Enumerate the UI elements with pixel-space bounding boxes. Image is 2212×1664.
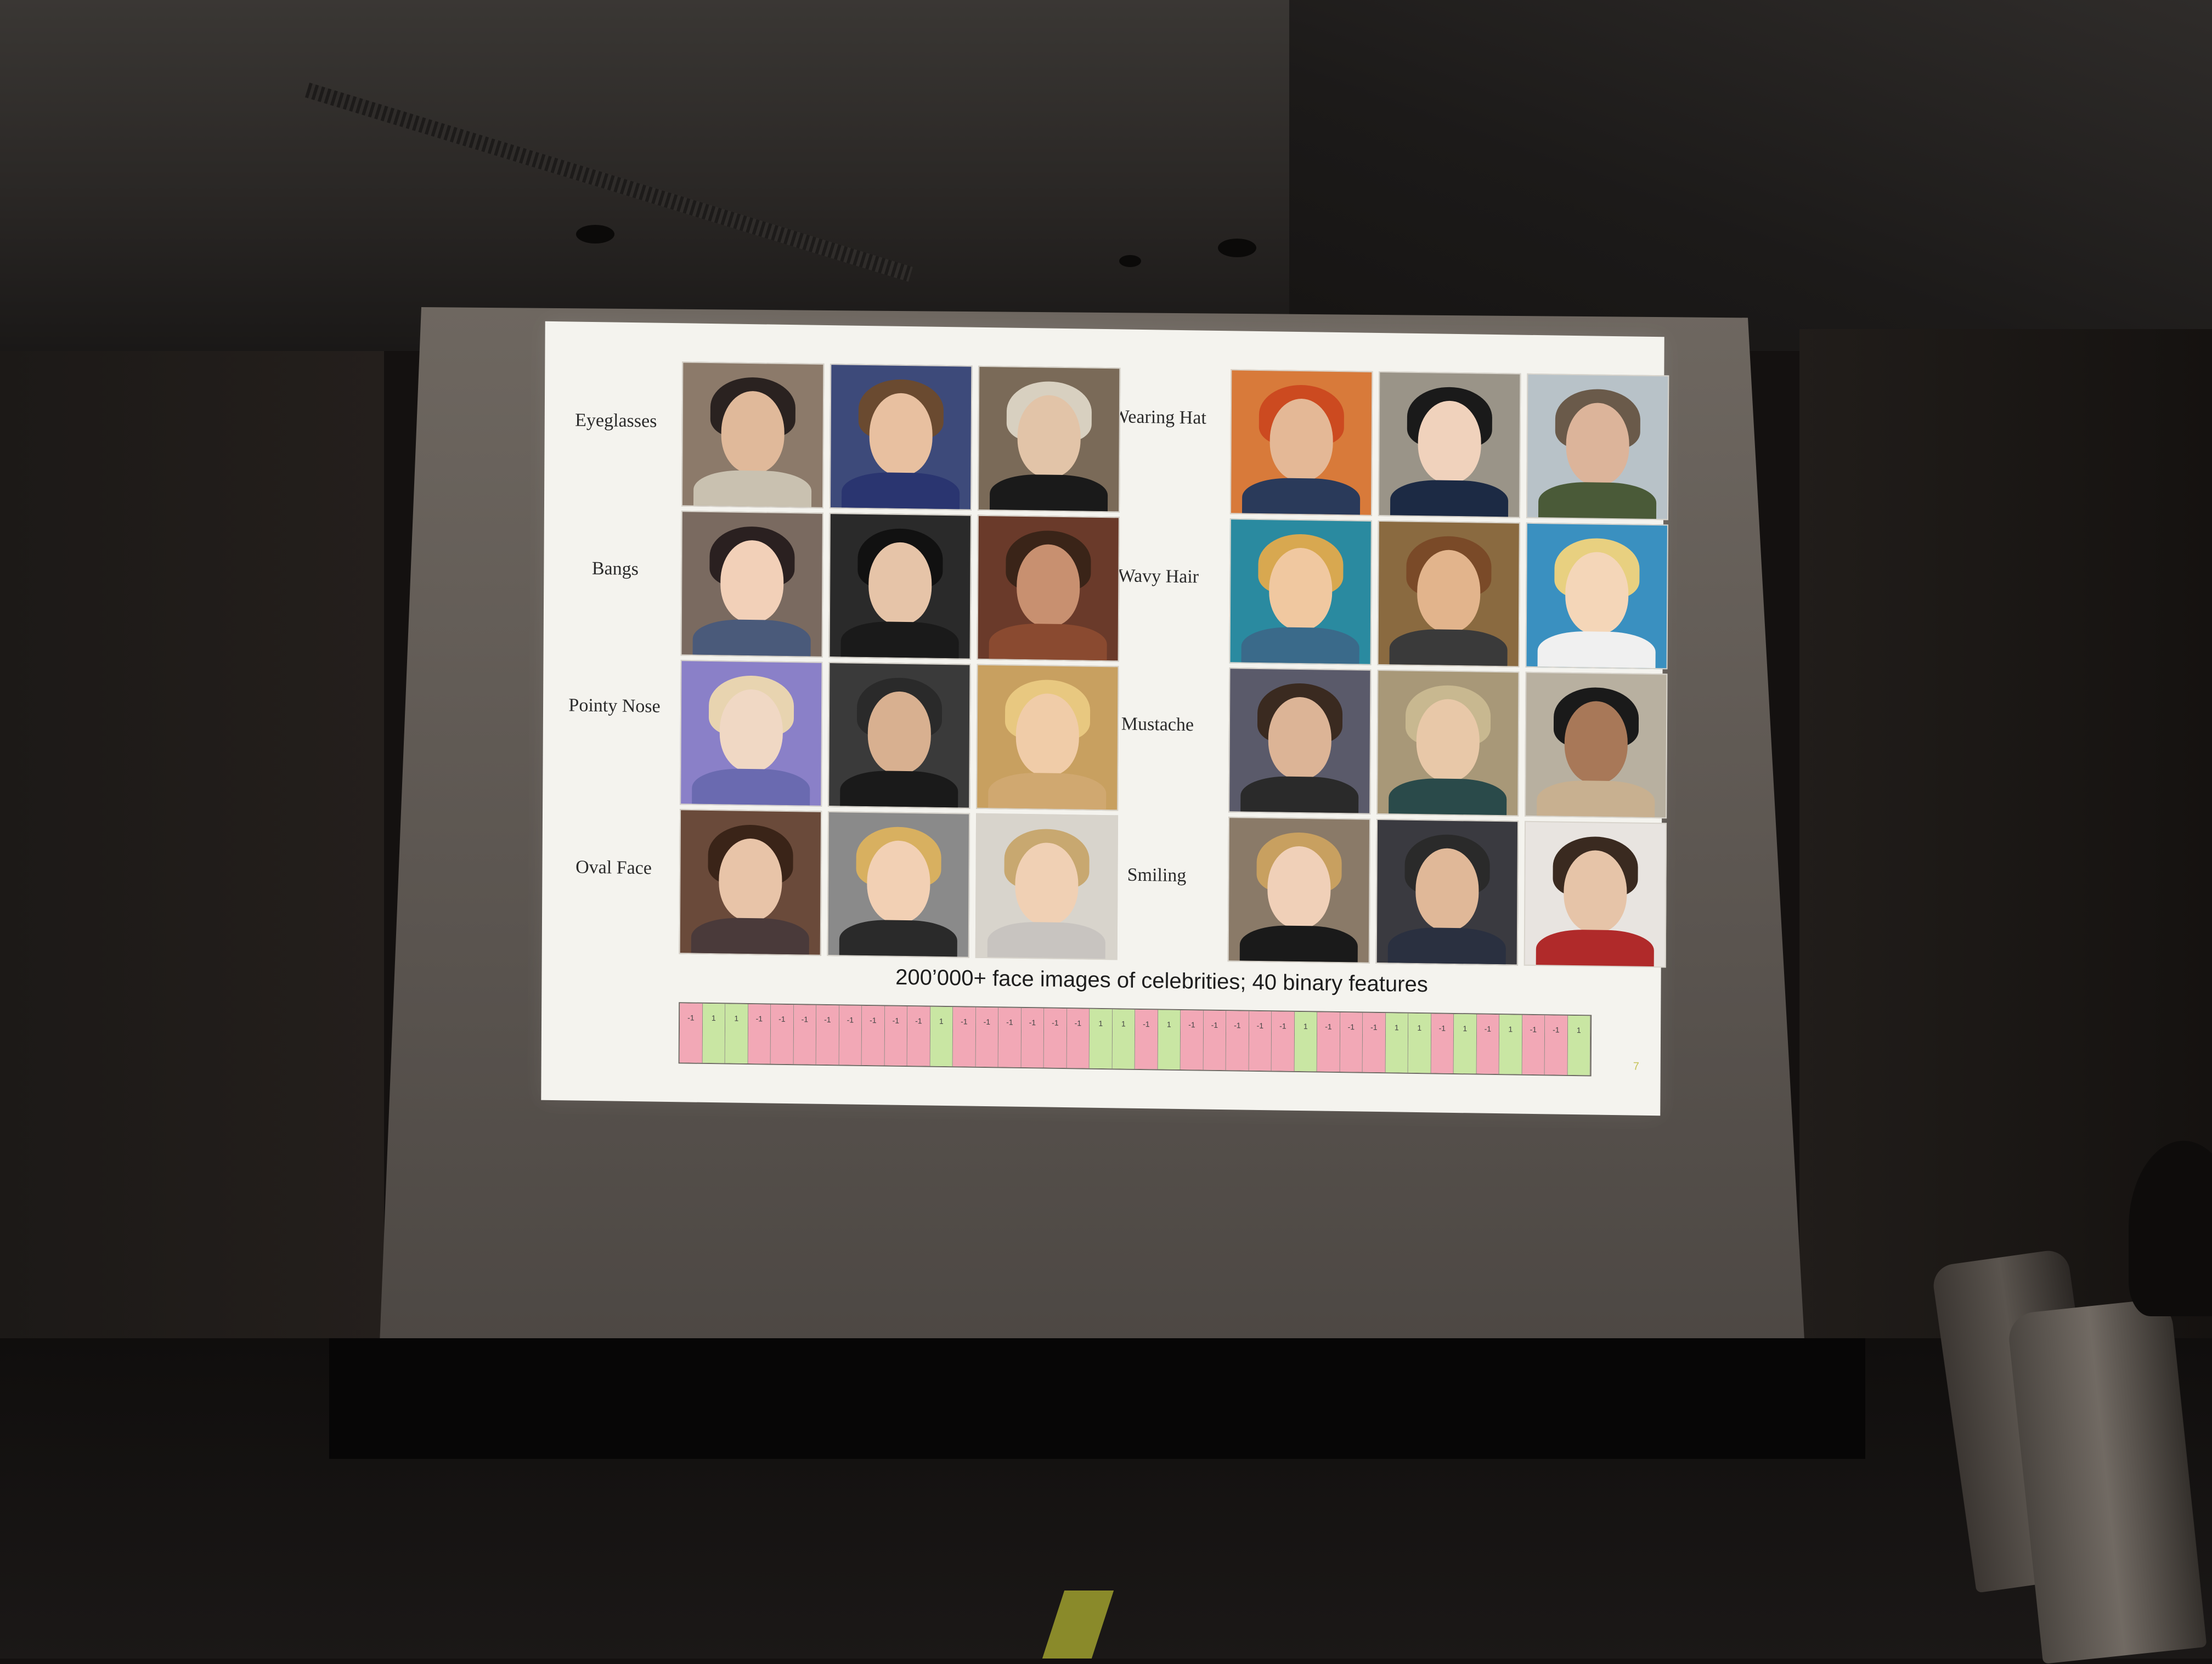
page-number: 7 (1633, 1061, 1639, 1073)
feature-cell: -1 (1226, 1011, 1249, 1071)
celebrity-face-photo (830, 364, 972, 511)
celebrity-face-photo (829, 513, 972, 660)
feature-cell: -1 (862, 1006, 885, 1066)
feature-cell: 1 (930, 1007, 953, 1067)
feature-cell: -1 (680, 1003, 703, 1063)
celebrity-face-photo (827, 811, 970, 958)
feature-cell: -1 (907, 1006, 930, 1066)
celebrity-face-photo (1229, 518, 1372, 665)
feature-cell: -1 (793, 1005, 816, 1065)
celebrity-face-photo (1526, 373, 1669, 520)
feature-cell: -1 (1181, 1010, 1204, 1070)
celebrity-face-photo (1228, 667, 1371, 814)
attribute-label: Oval Face (548, 856, 679, 880)
celebrity-face-photo (681, 361, 824, 508)
celebrity-face-photo (680, 660, 822, 807)
slide-caption: 200’000+ face images of celebrities; 40 … (860, 965, 1463, 998)
feature-cell: -1 (1476, 1015, 1499, 1074)
presentation-slide: Eyeglasses Wearing Hat Bangs Wavy Hair Point… (541, 321, 1664, 1116)
ceiling-shadow (1289, 0, 2212, 351)
feature-cell: -1 (1066, 1009, 1090, 1068)
feature-cell: -1 (1249, 1011, 1272, 1071)
feature-cell: -1 (1545, 1015, 1568, 1075)
feature-cell: 1 (725, 1004, 748, 1063)
celebrity-face-photo (1376, 819, 1519, 966)
feature-cell: -1 (1317, 1012, 1340, 1072)
celebrity-face-photo (1525, 672, 1667, 819)
stage (329, 1338, 1865, 1459)
feature-cell: -1 (975, 1008, 998, 1067)
feature-cell: -1 (953, 1007, 976, 1067)
celebrity-face-photo (978, 366, 1120, 513)
left-wall (0, 351, 384, 1503)
feature-cell: 1 (1090, 1009, 1113, 1069)
feature-cell: -1 (1363, 1013, 1386, 1073)
celebrity-face-photo (1378, 520, 1520, 667)
feature-cell: 1 (1158, 1010, 1181, 1069)
feature-cell: -1 (816, 1005, 839, 1065)
feature-cell: -1 (839, 1005, 862, 1065)
celebrity-face-photo (975, 813, 1118, 960)
feature-cell: -1 (998, 1008, 1022, 1067)
feature-cell: 1 (1294, 1012, 1317, 1072)
celebrity-face-photo (681, 511, 823, 658)
binary-feature-vector: -1 1 1 -1 -1 -1 -1 -1 -1 -1 -1 1 -1 -1 -1 -1 -1 -1 1 1 -1 1 -1… (679, 1002, 1592, 1076)
feature-cell: 1 (1567, 1016, 1590, 1076)
feature-cell: 1 (1112, 1009, 1135, 1069)
feature-cell: 1 (702, 1004, 725, 1063)
feature-cell: -1 (1203, 1011, 1226, 1071)
ceiling-light (1119, 255, 1141, 267)
feature-cell: 1 (1385, 1013, 1408, 1073)
celebrity-face-photo (1230, 369, 1373, 516)
feature-cell: 1 (1408, 1014, 1431, 1073)
celebrity-face-photo (977, 515, 1120, 662)
attribute-label: Eyeglasses (550, 409, 682, 433)
celebrity-face-photo (1228, 817, 1370, 964)
celebrity-face-photo (1524, 821, 1667, 968)
celebrity-face-photo (976, 664, 1119, 811)
ceiling-light (576, 225, 614, 244)
feature-cell: 1 (1454, 1014, 1477, 1074)
feature-cell: -1 (884, 1006, 907, 1066)
ceiling-light (1218, 239, 1256, 257)
feature-cell: -1 (1522, 1015, 1545, 1075)
feature-cell: -1 (748, 1004, 771, 1064)
feature-cell: -1 (1021, 1008, 1044, 1068)
feature-cell: -1 (1135, 1010, 1158, 1069)
celebrity-face-photo (679, 809, 822, 956)
feature-cell: 1 (1499, 1015, 1522, 1074)
attribute-label: Bangs (549, 557, 681, 581)
celebrity-face-photo (1378, 371, 1521, 518)
celebrity-face-photo (828, 662, 970, 809)
feature-cell: -1 (1340, 1012, 1363, 1072)
attribute-label: Pointy Nose (549, 694, 680, 718)
celebrity-face-photo (1376, 670, 1519, 817)
celebrity-face-photo (1526, 523, 1668, 670)
feature-cell: -1 (1431, 1014, 1454, 1073)
feature-cell: -1 (1044, 1009, 1067, 1068)
feature-cell: -1 (1272, 1011, 1295, 1071)
feature-cell: -1 (771, 1005, 794, 1065)
